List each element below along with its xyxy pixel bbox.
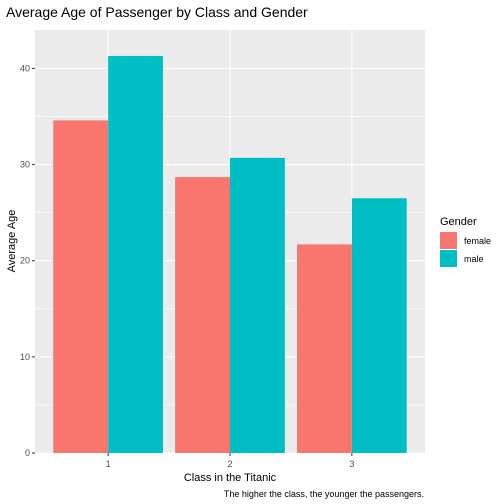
bar-male-class-2 xyxy=(230,157,285,453)
y-tick-label: 30 xyxy=(20,160,30,170)
chart-title: Average Age of Passenger by Class and Ge… xyxy=(6,4,308,20)
y-tick-label: 10 xyxy=(20,352,30,362)
bar-female-class-2 xyxy=(175,177,230,454)
bar-female-class-3 xyxy=(297,244,352,453)
bar-male-class-3 xyxy=(351,198,407,453)
legend: Gender female male xyxy=(440,216,491,267)
y-axis-title: Average Age xyxy=(6,210,18,273)
x-tick-label: 1 xyxy=(106,459,111,469)
y-tick-label: 40 xyxy=(20,63,30,73)
caption: The higher the class, the younger the pa… xyxy=(224,489,424,499)
legend-label-male: male xyxy=(464,254,484,264)
bars-layer xyxy=(53,55,407,454)
legend-label-female: female xyxy=(464,236,491,246)
bar-female-class-1 xyxy=(53,120,109,454)
x-axis-title: Class in the Titanic xyxy=(184,472,277,484)
x-tick-label: 2 xyxy=(227,459,232,469)
legend-title: Gender xyxy=(440,216,477,228)
x-axis: 1 2 3 xyxy=(106,453,354,469)
legend-key-male xyxy=(440,250,457,267)
bar-male-class-1 xyxy=(108,55,163,453)
y-tick-label: 20 xyxy=(20,256,30,266)
y-tick-label: 0 xyxy=(25,448,30,458)
legend-key-female xyxy=(440,232,457,249)
y-axis: 0 10 20 30 40 xyxy=(20,63,35,458)
x-tick-label: 3 xyxy=(349,459,354,469)
